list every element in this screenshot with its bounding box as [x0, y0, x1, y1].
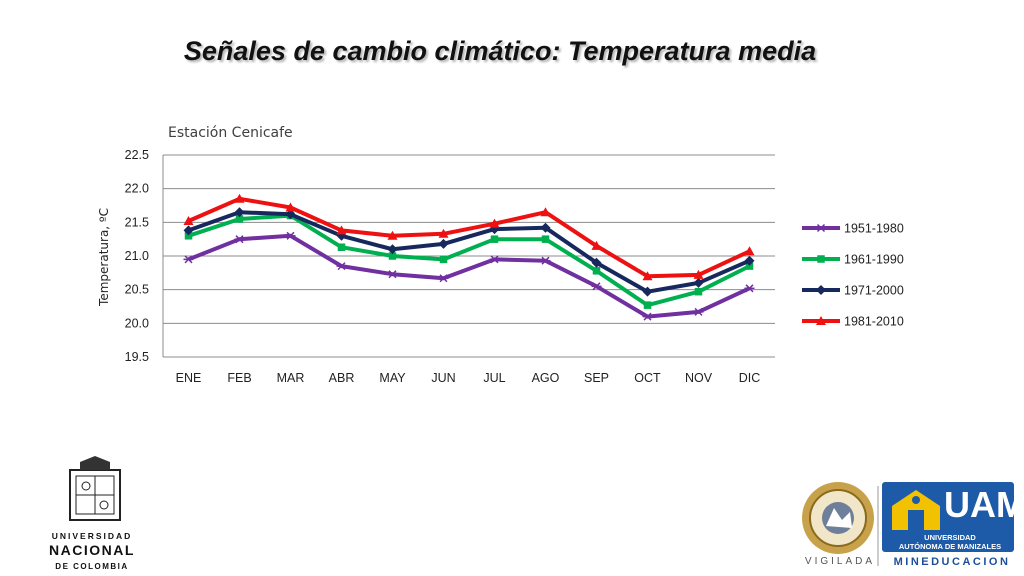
unal-logo-line2: NACIONAL: [49, 542, 135, 558]
data-point: [816, 285, 826, 295]
series-line: [187, 233, 751, 319]
legend-item: 1951-1980: [802, 222, 904, 236]
y-tick-label: 22.0: [125, 182, 149, 196]
data-point: [693, 269, 704, 279]
legend-item: 1961-1990: [802, 253, 904, 267]
data-point: [642, 286, 653, 297]
data-point: [387, 230, 398, 240]
uam-building-icon: [892, 490, 940, 530]
unal-crest-icon: [69, 456, 121, 521]
series-line: [187, 210, 751, 294]
data-point: [540, 222, 551, 233]
x-tick-labels: ENE FEB MAR ABR MAY JUN JUL AGO SEP OCT NOV DIC: [176, 371, 761, 385]
slide-title: Señales de cambio climático: Temperatura…: [183, 36, 817, 66]
y-tick-label: 21.0: [125, 249, 149, 263]
data-point: [694, 287, 703, 296]
y-tick-label: 22.5: [125, 148, 149, 162]
legend-label: 1981-2010: [844, 315, 904, 329]
y-axis-label: Temperatura, ºC: [97, 208, 111, 307]
x-tick-label: FEB: [227, 371, 251, 385]
accreditation-seal-icon: [802, 482, 874, 554]
data-point: [438, 228, 449, 238]
data-point: [541, 235, 550, 243]
uam-name-line2: AUTÓNOMA DE MANIZALES: [898, 542, 1002, 551]
data-point: [744, 255, 755, 266]
data-point: [234, 207, 245, 218]
unal-logo-line3: DE COLOMBIA: [55, 562, 129, 571]
legend-item: 1971-2000: [802, 284, 904, 298]
series-1971-2000: [183, 207, 755, 297]
data-point: [184, 232, 193, 240]
y-tick-label: 20.0: [125, 316, 149, 330]
x-tick-label: AGO: [532, 371, 560, 385]
x-tick-label: JUN: [431, 371, 455, 385]
gridlines: [162, 154, 775, 358]
series-line: [187, 196, 751, 279]
data-point: [643, 301, 652, 309]
data-point: [337, 243, 346, 251]
data-point: [592, 267, 601, 275]
data-point: [642, 271, 653, 281]
x-tick-label: NOV: [685, 371, 713, 385]
x-tick-label: ENE: [176, 371, 202, 385]
data-point: [387, 244, 398, 255]
data-point: [234, 193, 245, 203]
data-point: [490, 235, 499, 243]
x-tick-label: SEP: [584, 371, 609, 385]
data-point: [591, 257, 602, 268]
series-1961-1990: [184, 211, 754, 309]
data-point: [285, 209, 296, 220]
y-tick-label: 21.5: [125, 215, 149, 229]
series-1981-2010: [183, 193, 755, 281]
data-point: [744, 246, 755, 256]
x-tick-label: JUL: [483, 371, 505, 385]
legend-item: 1981-2010: [802, 315, 904, 329]
x-tick-label: ABR: [329, 371, 355, 385]
data-point: [235, 215, 244, 223]
series-1951-1980: [183, 231, 755, 321]
series-line: [187, 213, 751, 308]
data-point: [489, 218, 500, 228]
data-point: [285, 202, 296, 212]
chart-title: Estación Cenicafe: [168, 125, 293, 141]
data-point: [540, 207, 551, 217]
legend: 1951-1980 1961-1990 1971-2000 1981-2010: [802, 222, 904, 329]
legend-label: 1951-1980: [844, 222, 904, 236]
x-tick-label: MAY: [379, 371, 406, 385]
data-point: [693, 277, 704, 288]
y-tick-label: 20.5: [125, 283, 149, 297]
x-tick-label: OCT: [634, 371, 661, 385]
data-point: [183, 215, 194, 225]
data-point: [183, 225, 194, 236]
unal-logo-line1: UNIVERSIDAD: [51, 531, 133, 541]
data-point: [745, 262, 754, 270]
x-tick-label: MAR: [277, 371, 305, 385]
data-point: [336, 225, 347, 235]
data-point: [438, 238, 449, 249]
legend-label: 1971-2000: [844, 284, 904, 298]
vigilada-label: VIGILADA: [804, 556, 876, 567]
data-point: [817, 255, 825, 263]
data-point: [816, 316, 826, 325]
mineducacion-label: MINEDUCACION: [893, 556, 1011, 568]
y-tick-labels: 22.5 22.0 21.5 21.0 20.5 20.0 19.5: [125, 148, 149, 364]
legend-label: 1961-1990: [844, 253, 904, 267]
data-point: [591, 240, 602, 250]
uam-acronym: UAM: [944, 484, 1024, 525]
data-point: [439, 255, 448, 264]
data-point: [388, 252, 397, 260]
x-tick-label: DIC: [739, 371, 761, 385]
y-tick-label: 19.5: [125, 350, 149, 364]
series-lines: [183, 193, 755, 321]
uam-name-line1: UNIVERSIDAD: [924, 533, 976, 542]
